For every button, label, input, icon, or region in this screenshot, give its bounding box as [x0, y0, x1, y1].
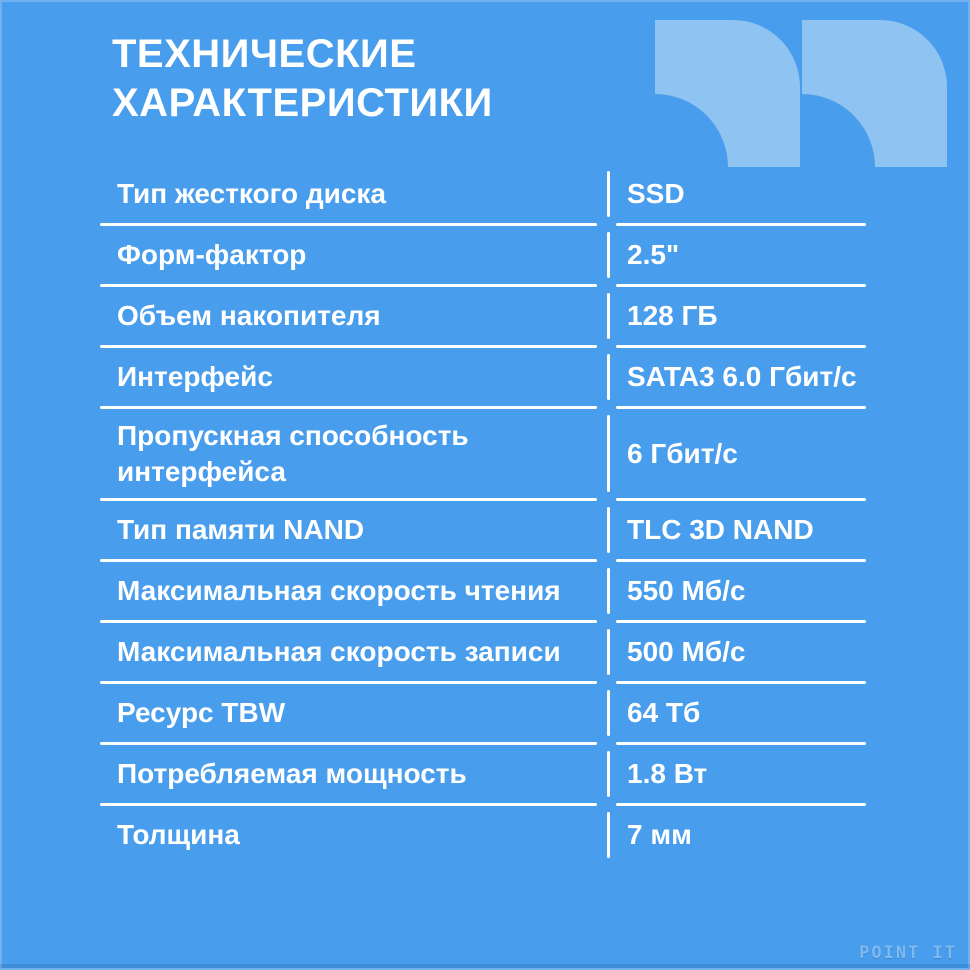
- row-separator-left: [100, 284, 597, 287]
- row-separator: [100, 223, 866, 226]
- column-divider: [607, 629, 610, 675]
- row-separator-left: [100, 559, 597, 562]
- spec-value: 500 Мб/с: [627, 636, 746, 668]
- column-divider: [607, 293, 610, 339]
- row-separator-right: [616, 223, 866, 226]
- row-separator: [100, 498, 866, 501]
- column-divider: [607, 690, 610, 736]
- row-separator-left: [100, 498, 597, 501]
- spec-label: Интерфейс: [117, 361, 273, 393]
- spec-label: Толщина: [117, 819, 240, 851]
- spec-row: Толщина 7 мм: [100, 806, 866, 864]
- spec-label: Тип памяти NAND: [117, 514, 365, 546]
- spec-row: Максимальная скорость записи 500 Мб/с: [100, 623, 866, 684]
- column-divider: [607, 232, 610, 278]
- row-separator: [100, 406, 866, 409]
- row-separator-right: [616, 284, 866, 287]
- spec-label: Максимальная скорость записи: [117, 636, 561, 668]
- column-divider: [607, 507, 610, 553]
- row-separator: [100, 742, 866, 745]
- spec-row-content: Потребляемая мощность 1.8 Вт: [100, 745, 866, 803]
- column-divider: [607, 354, 610, 400]
- row-separator-right: [616, 681, 866, 684]
- spec-row: Пропускная способность интерфейса 6 Гбит…: [100, 409, 866, 501]
- spec-row-content: Толщина 7 мм: [100, 806, 866, 864]
- row-separator-right: [616, 406, 866, 409]
- spec-value: 550 Мб/с: [627, 575, 746, 607]
- spec-row-content: Интерфейс SATA3 6.0 Гбит/с: [100, 348, 866, 406]
- row-separator: [100, 559, 866, 562]
- spec-value: SATA3 6.0 Гбит/с: [627, 361, 857, 393]
- row-separator: [100, 681, 866, 684]
- spec-value: SSD: [627, 178, 685, 210]
- brand-watermark: POINT IT: [859, 943, 957, 963]
- spec-label: Ресурс TBW: [117, 697, 286, 729]
- row-separator-left: [100, 742, 597, 745]
- spec-value: 128 ГБ: [627, 300, 718, 332]
- row-separator-left: [100, 406, 597, 409]
- spec-row-content: Тип жесткого диска SSD: [100, 165, 866, 223]
- spec-row: Форм-фактор 2.5": [100, 226, 866, 287]
- spec-row: Тип памяти NAND TLC 3D NAND: [100, 501, 866, 562]
- page-title: ТЕХНИЧЕСКИЕ ХАРАКТЕРИСТИКИ: [112, 30, 493, 128]
- row-separator-left: [100, 620, 597, 623]
- spec-value: 6 Гбит/с: [627, 437, 738, 469]
- column-divider: [607, 568, 610, 614]
- quote-mark-icon: [802, 20, 947, 167]
- column-divider: [607, 751, 610, 797]
- spec-value: 1.8 Вт: [627, 758, 708, 790]
- spec-row-content: Пропускная способность интерфейса 6 Гбит…: [100, 409, 866, 498]
- spec-row: Тип жесткого диска SSD: [100, 165, 866, 226]
- spec-row-content: Максимальная скорость записи 500 Мб/с: [100, 623, 866, 681]
- spec-row-content: Объем накопителя 128 ГБ: [100, 287, 866, 345]
- row-separator-right: [616, 498, 866, 501]
- spec-row: Максимальная скорость чтения 550 Мб/с: [100, 562, 866, 623]
- column-divider: [607, 171, 610, 217]
- column-divider: [607, 415, 610, 492]
- spec-row-content: Форм-фактор 2.5": [100, 226, 866, 284]
- row-separator-left: [100, 681, 597, 684]
- row-separator-right: [616, 345, 866, 348]
- spec-value: 7 мм: [627, 819, 692, 851]
- spec-row: Потребляемая мощность 1.8 Вт: [100, 745, 866, 806]
- row-separator-left: [100, 345, 597, 348]
- page-title-line2: ХАРАКТЕРИСТИКИ: [112, 80, 493, 125]
- row-separator-left: [100, 803, 597, 806]
- quote-mark-icon: [655, 20, 800, 167]
- spec-label: Потребляемая мощность: [117, 758, 467, 790]
- spec-row-content: Максимальная скорость чтения 550 Мб/с: [100, 562, 866, 620]
- row-separator-right: [616, 559, 866, 562]
- spec-row: Ресурс TBW 64 Тб: [100, 684, 866, 745]
- spec-label: Максимальная скорость чтения: [117, 575, 561, 607]
- row-separator: [100, 620, 866, 623]
- spec-row: Объем накопителя 128 ГБ: [100, 287, 866, 348]
- page-title-line1: ТЕХНИЧЕСКИЕ: [112, 32, 417, 76]
- row-separator-right: [616, 803, 866, 806]
- spec-value: TLC 3D NAND: [627, 514, 814, 546]
- spec-row-content: Тип памяти NAND TLC 3D NAND: [100, 501, 866, 559]
- specs-table: Тип жесткого диска SSD Форм-фактор 2.5" …: [100, 165, 866, 864]
- row-separator-left: [100, 223, 597, 226]
- spec-value: 2.5": [627, 239, 680, 271]
- spec-label: Форм-фактор: [117, 239, 307, 271]
- row-separator: [100, 345, 866, 348]
- spec-row-content: Ресурс TBW 64 Тб: [100, 684, 866, 742]
- spec-value: 64 Тб: [627, 697, 701, 729]
- row-separator: [100, 284, 866, 287]
- spec-label: Тип жесткого диска: [117, 178, 386, 210]
- spec-row: Интерфейс SATA3 6.0 Гбит/с: [100, 348, 866, 409]
- row-separator: [100, 803, 866, 806]
- spec-label: Объем накопителя: [117, 300, 381, 332]
- row-separator-right: [616, 742, 866, 745]
- row-separator-right: [616, 620, 866, 623]
- quote-marks: [655, 20, 947, 167]
- spec-label: Пропускная способность интерфейса: [117, 419, 469, 487]
- column-divider: [607, 812, 610, 858]
